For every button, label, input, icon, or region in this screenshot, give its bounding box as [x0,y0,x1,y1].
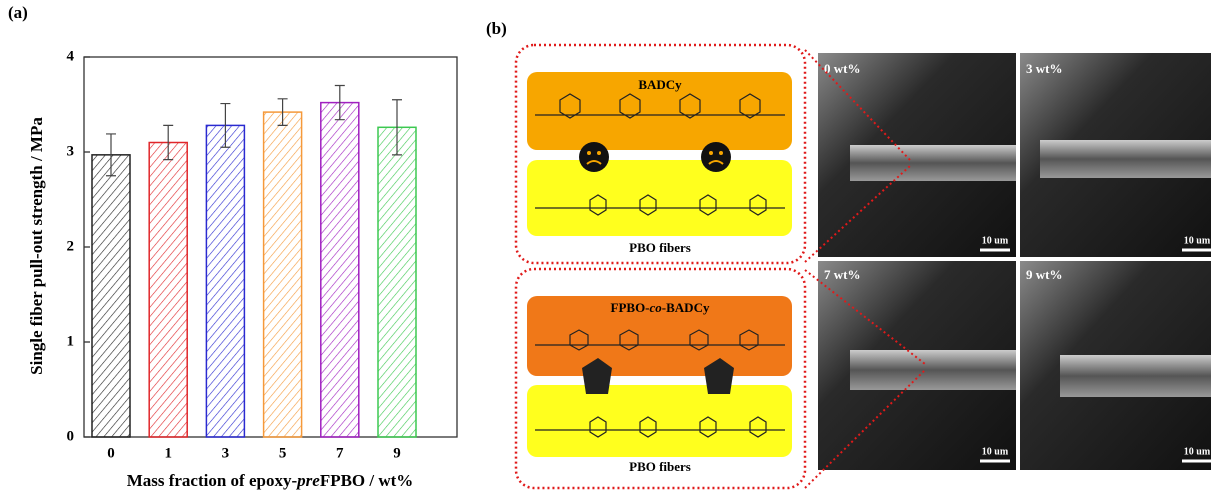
y-tick-label: 3 [67,143,75,159]
figure: (a) (b) 0 1 2 3 4 0 1 3 5 7 9 Single fiber pull-ou… [0,0,1211,496]
panel-label: (a) [8,3,28,22]
scale-label: 10 um [982,446,1009,457]
fiber-label: PBO fibers [629,459,691,474]
y-tick-label: 4 [67,48,75,64]
x-tick-label: 3 [222,445,230,461]
x-label-part: Mass fraction of epoxy- [127,471,298,490]
bar [206,125,244,437]
micrograph-label: 7 wt% [824,267,860,282]
x-tick-label: 9 [393,445,401,461]
fiber [1040,140,1211,178]
fiber [850,350,1016,390]
matrix-label: BADCy [638,77,682,92]
y-axis-label: Single fiber pull-out strength / MPa [27,117,46,375]
panel-label: (b) [486,19,507,38]
bar [264,112,302,437]
micrographs: 0 wt% 3 wt% 7 wt% 9 wt% 10 um 10 um 10 u… [818,53,1211,470]
x-tick-label: 7 [336,445,344,461]
x-tick-label: 0 [107,445,115,461]
sad-face [701,142,731,172]
label-part: co [650,300,663,315]
scale-label: 10 um [1184,446,1211,457]
y-tick-label: 2 [67,238,75,254]
bar [149,143,187,438]
scale-label: 10 um [1184,235,1211,246]
label-part: FPBO- [611,300,650,315]
bar-chart: 0 1 2 3 4 0 1 3 5 7 9 [67,48,458,461]
micrograph-label: 0 wt% [824,61,860,76]
bar [92,155,130,437]
fiber [1060,355,1211,397]
scale-label: 10 um [982,235,1009,246]
fiber [850,145,1016,181]
x-tick-label: 1 [164,445,172,461]
x-axis-label: Mass fraction of epoxy-preFPBO / wt% [127,471,414,490]
sad-face [579,142,609,172]
micrograph-label: 3 wt% [1026,61,1062,76]
x-tick-label: 5 [279,445,287,461]
bar [378,127,416,437]
label-part: -BADCy [662,300,710,315]
matrix-label: FPBO-co-BADCy [611,300,710,315]
fiber-label: PBO fibers [629,240,691,255]
x-label-part: pre [295,471,320,490]
micrograph-label: 9 wt% [1026,267,1062,282]
bar [321,103,359,437]
y-tick-label: 0 [67,428,75,444]
y-tick-label: 1 [67,333,75,349]
x-label-part: FPBO / wt% [320,471,414,490]
